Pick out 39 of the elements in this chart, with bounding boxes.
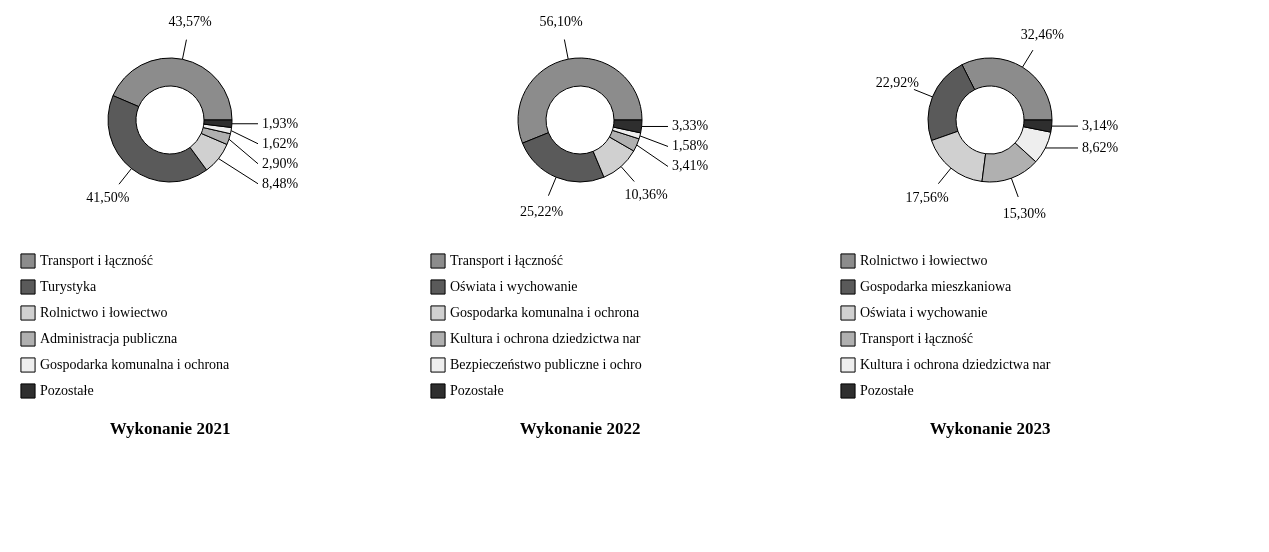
data-label: 15,30% [1002,205,1047,221]
text: Wykonanie 2023 [929,419,1051,438]
data-label: 25,22% [519,204,564,220]
legend-label: Gospodarka komunalna i ochrona [450,305,641,320]
legend-label: Oświata i wychowanie [450,279,578,294]
legend-label: Kultura i ochrona dziedzictwa nar [860,357,1051,372]
legend-label: Pozostałe [450,383,504,398]
data-label: 3,41% [672,158,709,174]
data-label: 10,36% [624,187,669,203]
data-label: 43,57% [168,14,212,30]
legend-label: Transport i łączność [450,253,564,268]
data-label: 3,33% [672,118,709,134]
data-label: 1,62% [262,135,299,151]
legend-label: Rolnictwo i łowiectwo [860,253,988,268]
data-label: 1,93% [262,115,299,131]
data-label: 22,92% [875,74,920,90]
legend-label: Bezpieczeństwo publiczne i ochro [450,357,642,372]
data-label: 41,50% [86,190,130,206]
data-label: 32,46% [1020,26,1065,42]
legend-label: Administracja publiczna [40,331,179,346]
legend-label: Kultura i ochrona dziedzictwa nar [450,331,641,346]
data-label: 56,10% [539,13,583,29]
data-label: 1,58% [672,138,709,154]
text: Wykonanie 2021 [109,419,231,438]
data-label: 17,56% [905,189,949,205]
legend-label: Pozostałe [860,383,914,398]
data-label: 8,48% [262,175,299,191]
data-label: 3,14% [1082,118,1119,134]
legend-label: Oświata i wychowanie [860,305,988,320]
legend-label: Gospodarka mieszkaniowa [860,279,1013,294]
data-label: 8,62% [1082,139,1119,155]
legend-label: Rolnictwo i łowiectwo [40,305,168,320]
legend-label: Turystyka [40,279,98,294]
data-label: 2,90% [262,155,299,171]
legend-label: Transport i łączność [860,331,974,346]
text: Wykonanie 2022 [519,419,641,438]
legend-label: Transport i łączność [40,253,154,268]
legend-label: Pozostałe [40,383,94,398]
legend-label: Gospodarka komunalna i ochrona [40,357,231,372]
